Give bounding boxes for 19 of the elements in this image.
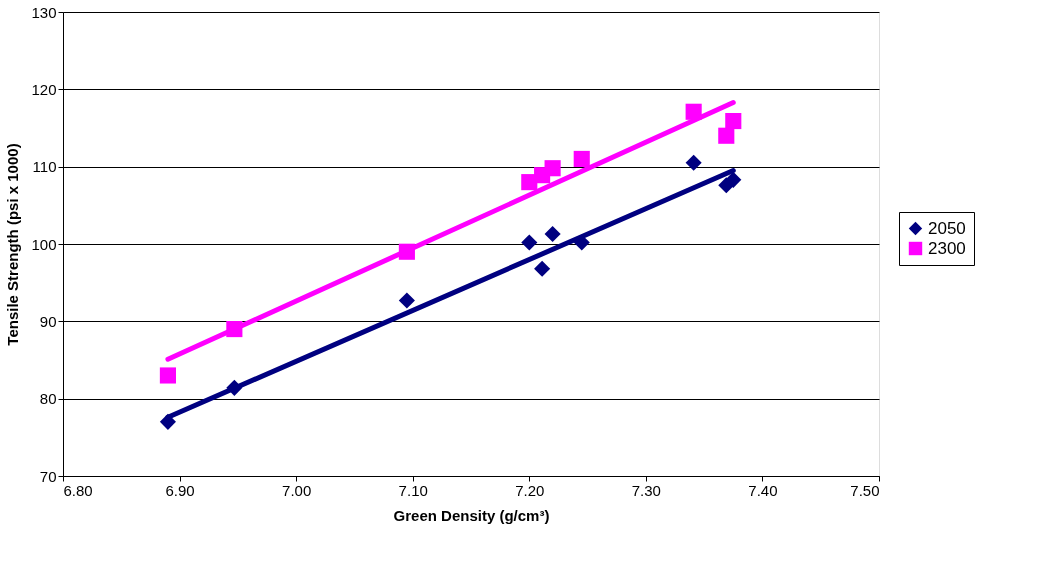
- y-tick-label: 80: [39, 390, 57, 408]
- y-axis-title: Tensile Strength (psi x 1000): [4, 143, 22, 346]
- legend-label: 2050: [928, 218, 966, 238]
- y-tick-label: 90: [39, 312, 57, 330]
- x-tick-label: 7.50: [850, 481, 880, 499]
- x-tick-label: 7.30: [631, 481, 661, 499]
- x-axis-title: Green Density (g/cm³): [393, 506, 550, 524]
- y-tick-label: 100: [31, 235, 57, 253]
- legend-label: 2300: [928, 238, 966, 258]
- x-tick-label: 7.20: [515, 481, 545, 499]
- x-tick-label: 7.00: [282, 481, 312, 499]
- y-tick-label: 130: [31, 3, 57, 21]
- x-tick-label: 7.10: [398, 481, 428, 499]
- x-tick-label: 6.90: [165, 481, 195, 499]
- x-tick-label: 7.40: [748, 481, 778, 499]
- x-tick-label: 6.80: [63, 481, 93, 499]
- y-tick-label: 120: [31, 80, 57, 98]
- y-tick-label: 110: [32, 158, 57, 176]
- y-tick-label: 70: [39, 467, 57, 485]
